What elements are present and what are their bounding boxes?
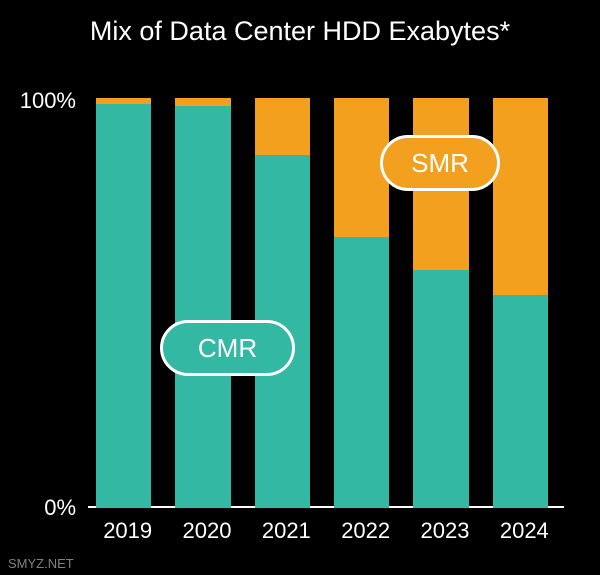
bar-segment-smr [493,98,549,295]
bar-segment-smr [255,98,311,155]
bar-stack [255,98,311,508]
x-axis-label: 2020 [167,518,246,544]
bar-segment-cmr [175,106,231,508]
bar-segment-cmr [96,104,152,508]
series-pill-label: SMR [411,148,469,179]
y-axis-label: 100% [0,88,76,114]
bar-segment-smr [175,98,231,106]
series-pill-smr: SMR [380,135,500,191]
bar-stack [175,98,231,508]
footer-watermark: SMYZ.NET [8,556,74,571]
bar-stack [493,98,549,508]
series-pill-cmr: CMR [160,320,295,376]
chart-title: Mix of Data Center HDD Exabytes* [0,16,600,47]
bar-segment-cmr [334,237,390,508]
x-axis-label: 2021 [247,518,326,544]
y-axis-label: 0% [0,495,76,521]
bar-segment-cmr [493,295,549,508]
x-axis-label: 2024 [485,518,564,544]
x-axis-label: 2022 [326,518,405,544]
bar-segment-cmr [413,270,469,508]
series-pill-label: CMR [198,333,257,364]
bar-stack [96,98,152,508]
chart-root: Mix of Data Center HDD Exabytes* SMYZ.NE… [0,0,600,575]
x-axis-label: 2019 [88,518,167,544]
x-axis-label: 2023 [405,518,484,544]
